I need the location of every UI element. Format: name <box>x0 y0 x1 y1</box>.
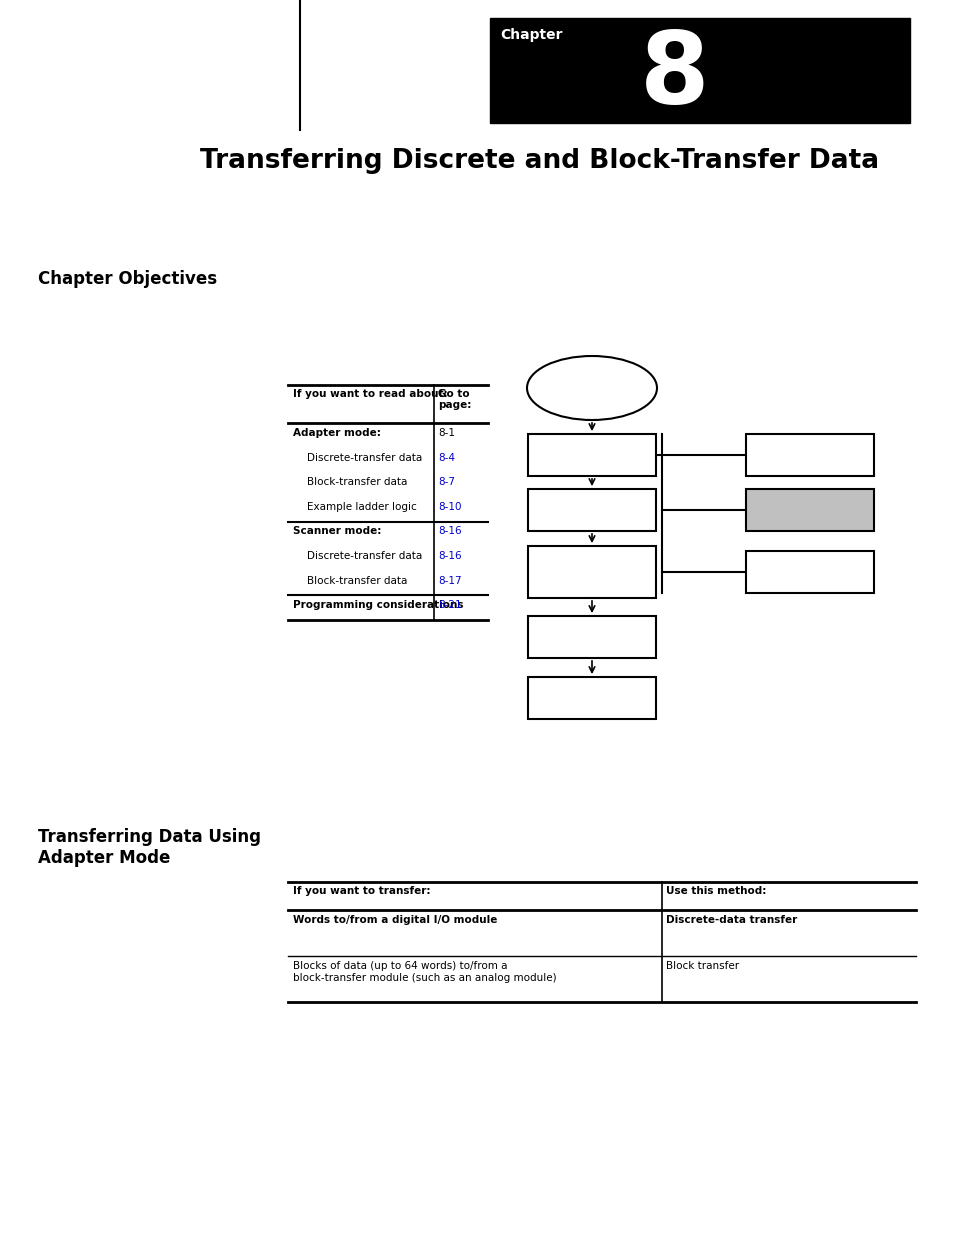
Text: Calculating Program
Timing: Calculating Program Timing <box>760 561 859 583</box>
Text: 8-17: 8-17 <box>437 576 461 585</box>
Text: Adapter mode:: Adapter mode: <box>293 429 380 438</box>
Bar <box>527 433 656 475</box>
Text: Discrete-data transfer: Discrete-data transfer <box>666 915 797 925</box>
Text: Blocks of data (up to 64 words) to/from a
block-transfer module (such as an anal: Blocks of data (up to 64 words) to/from … <box>293 961 556 983</box>
Bar <box>745 551 873 593</box>
Text: Block-transfer data: Block-transfer data <box>307 576 407 585</box>
Text: Placing System
Hardware: Placing System Hardware <box>554 499 629 521</box>
Text: Choosing
Communication: Choosing Communication <box>553 626 630 648</box>
Ellipse shape <box>526 356 657 420</box>
Bar <box>527 616 656 658</box>
Text: Transferring Data Using
Adapter Mode: Transferring Data Using Adapter Mode <box>38 827 261 867</box>
Text: Programming considerations: Programming considerations <box>293 600 463 610</box>
Text: 8-16: 8-16 <box>437 551 461 561</box>
Bar <box>527 489 656 531</box>
Text: Discrete-transfer data: Discrete-transfer data <box>307 452 421 463</box>
Text: 8-1: 8-1 <box>437 429 455 438</box>
Bar <box>527 546 656 598</box>
Bar <box>527 677 656 719</box>
Text: Transferring Discrete
and Block Data: Transferring Discrete and Block Data <box>759 499 860 521</box>
Text: Words to/from a digital I/O module: Words to/from a digital I/O module <box>293 915 497 925</box>
Text: 8: 8 <box>639 28 709 125</box>
Text: Chapter: Chapter <box>499 28 562 42</box>
Text: Go to
page:: Go to page: <box>437 389 471 410</box>
Text: 8-21: 8-21 <box>437 600 461 610</box>
Text: Example ladder logic: Example ladder logic <box>307 501 416 511</box>
Text: 8-10: 8-10 <box>437 501 461 511</box>
Text: 8-4: 8-4 <box>437 452 455 463</box>
Bar <box>745 433 873 475</box>
Bar <box>490 19 909 124</box>
Text: 8-7: 8-7 <box>437 477 455 487</box>
Text: If you want to transfer:: If you want to transfer: <box>293 885 430 895</box>
Text: Choosing Hardware: Choosing Hardware <box>544 450 639 459</box>
Text: Use this method:: Use this method: <box>666 885 766 895</box>
Text: Planning Your
System Programs: Planning Your System Programs <box>549 687 634 709</box>
Bar <box>745 489 873 531</box>
Text: Scanner mode:: Scanner mode: <box>293 526 381 536</box>
Text: Block transfer: Block transfer <box>666 961 739 971</box>
Text: System Design
Determined: System Design Determined <box>555 377 628 399</box>
Text: Block-transfer data: Block-transfer data <box>307 477 407 487</box>
Text: Chapter Objectives: Chapter Objectives <box>38 270 217 288</box>
Text: Transferring Discrete and Block-Transfer Data: Transferring Discrete and Block-Transfer… <box>200 148 879 174</box>
Text: Discrete-transfer data: Discrete-transfer data <box>307 551 421 561</box>
Text: Selecting Interrupt
Routines: Selecting Interrupt Routines <box>763 445 855 466</box>
Text: 8-16: 8-16 <box>437 526 461 536</box>
Text: Assigning Addressing
Mode, Racks,
and Groups: Assigning Addressing Mode, Racks, and Gr… <box>539 556 643 589</box>
Text: If you want to read about:: If you want to read about: <box>293 389 447 399</box>
